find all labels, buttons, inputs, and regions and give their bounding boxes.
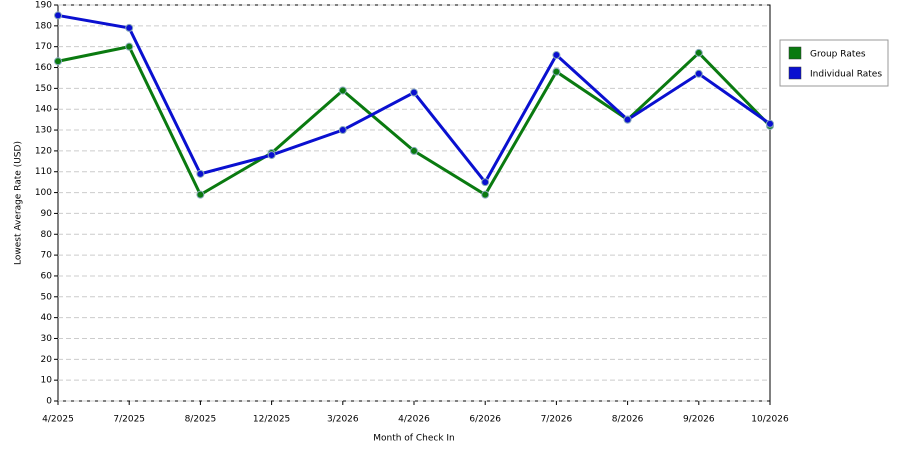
data-point (552, 51, 561, 60)
data-point (623, 115, 632, 124)
x-tick-label: 12/2025 (253, 415, 290, 425)
legend-swatch (788, 66, 802, 80)
data-point (552, 67, 561, 76)
plot-frame (57, 4, 771, 402)
x-tick-label: 3/2026 (327, 415, 359, 425)
y-tick-label: 140 (35, 105, 52, 115)
data-point (481, 190, 490, 199)
y-tick-label: 190 (35, 1, 52, 11)
y-tick-label: 70 (41, 251, 53, 261)
legend-label: Individual Rates (810, 70, 882, 80)
data-point (694, 48, 703, 57)
data-point (481, 178, 490, 187)
data-point (338, 86, 347, 95)
y-tick-label: 170 (35, 42, 52, 52)
x-tick-label: 10/2026 (751, 415, 789, 425)
y-tick-label: 40 (41, 313, 53, 323)
x-tick-label: 8/2026 (612, 415, 644, 425)
y-tick-label: 110 (35, 167, 52, 177)
y-tick-label: 80 (41, 230, 53, 240)
data-point (410, 146, 418, 155)
data-point (410, 88, 418, 97)
x-tick-label: 9/2026 (683, 415, 715, 425)
x-tick-label: 8/2025 (185, 415, 217, 425)
y-tick-label: 130 (35, 126, 52, 136)
data-point (196, 169, 205, 178)
y-tick-label: 100 (35, 188, 52, 198)
y-tick-label: 60 (41, 271, 53, 281)
x-tick-label: 4/2026 (398, 415, 430, 425)
legend-label: Group Rates (810, 50, 866, 60)
x-tick-label: 6/2026 (469, 415, 501, 425)
y-tick-label: 30 (41, 334, 53, 344)
x-axis-label: Month of Check In (373, 434, 455, 444)
data-point (694, 69, 703, 78)
x-tick-label: 7/2025 (113, 415, 145, 425)
x-tick-label: 4/2025 (42, 415, 74, 425)
data-point (338, 126, 347, 135)
data-point (766, 119, 774, 128)
y-tick-label: 10 (41, 376, 53, 386)
y-tick-label: 50 (41, 292, 53, 302)
y-tick-label: 0 (46, 397, 52, 407)
data-point (125, 42, 134, 51)
data-point (54, 57, 62, 66)
y-tick-label: 180 (35, 21, 52, 31)
data-point (125, 23, 134, 32)
legend-swatch (788, 46, 802, 60)
y-tick-label: 20 (41, 355, 53, 365)
y-tick-label: 90 (41, 209, 53, 219)
data-point (267, 151, 276, 160)
y-axis-label: Lowest Average Rate (USD) (14, 141, 24, 265)
y-tick-label: 120 (35, 146, 52, 156)
data-point (54, 11, 62, 20)
y-tick-label: 160 (35, 63, 52, 73)
data-point (196, 190, 205, 199)
x-tick-label: 7/2026 (541, 415, 573, 425)
y-tick-label: 150 (35, 84, 52, 94)
